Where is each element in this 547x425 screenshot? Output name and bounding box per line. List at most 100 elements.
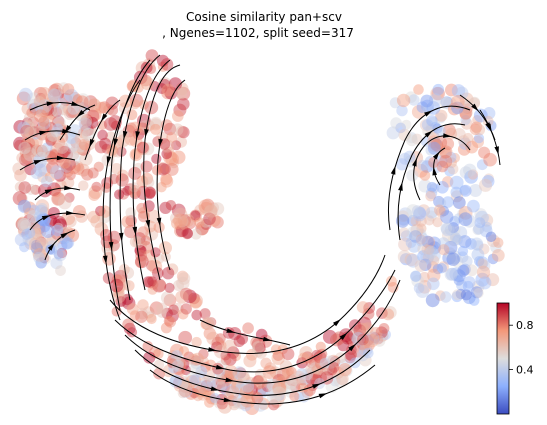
cell-point bbox=[198, 348, 209, 360]
cell-point bbox=[18, 87, 33, 102]
cell-point bbox=[163, 315, 175, 327]
cell-point bbox=[52, 116, 66, 130]
streamline bbox=[134, 349, 371, 396]
cell-point bbox=[126, 327, 138, 338]
cell-point bbox=[38, 116, 50, 127]
cell-point bbox=[167, 350, 179, 361]
cell-point bbox=[126, 303, 139, 315]
cell-point bbox=[241, 379, 255, 393]
cell-point bbox=[421, 244, 432, 255]
cell-point bbox=[216, 340, 227, 351]
cell-point bbox=[490, 241, 502, 254]
cell-point bbox=[109, 278, 124, 293]
cell-point bbox=[266, 378, 279, 391]
cell-point bbox=[289, 391, 300, 402]
cell-point bbox=[245, 376, 256, 387]
cell-point bbox=[165, 152, 179, 166]
cell-point bbox=[95, 101, 108, 114]
cell-point bbox=[357, 316, 372, 331]
cell-point bbox=[174, 220, 185, 231]
cell-point bbox=[190, 355, 202, 367]
cell-point bbox=[226, 395, 238, 406]
cell-point bbox=[416, 101, 429, 113]
cell-point bbox=[450, 232, 461, 243]
cell-point bbox=[413, 84, 424, 95]
cell-point bbox=[78, 117, 92, 131]
colorbar-gradient bbox=[496, 302, 510, 415]
cell-point bbox=[349, 328, 363, 343]
cell-point bbox=[435, 109, 448, 122]
cell-point bbox=[478, 276, 492, 290]
streamline bbox=[149, 364, 376, 405]
stream-arrowhead bbox=[424, 110, 433, 117]
cell-point bbox=[176, 357, 190, 371]
cell-point bbox=[113, 274, 126, 287]
cell-point bbox=[425, 144, 437, 156]
cell-point bbox=[147, 284, 158, 295]
cell-point bbox=[50, 106, 63, 118]
cell-point bbox=[39, 221, 51, 233]
cell-point bbox=[417, 250, 430, 263]
cell-point bbox=[413, 283, 425, 294]
cell-point bbox=[415, 215, 427, 227]
stream-arrowhead bbox=[44, 189, 54, 195]
cell-point bbox=[457, 245, 469, 257]
cell-point bbox=[337, 339, 350, 352]
stream-arrowhead bbox=[333, 319, 341, 327]
colorbar-tick-label: 0.4 bbox=[516, 364, 534, 377]
cell-point bbox=[240, 394, 254, 408]
cell-point bbox=[485, 120, 497, 132]
stream-arrowhead bbox=[118, 232, 124, 242]
stream-arrowhead bbox=[123, 130, 128, 140]
cell-point bbox=[203, 327, 216, 340]
cell-point bbox=[93, 161, 104, 172]
stream-arrowhead bbox=[494, 146, 499, 155]
cell-point bbox=[208, 202, 220, 213]
cell-point bbox=[31, 239, 42, 251]
cell-point bbox=[81, 127, 96, 142]
cell-point bbox=[290, 381, 301, 393]
cell-point bbox=[56, 247, 68, 259]
stream-arrowhead bbox=[62, 128, 71, 134]
cell-point bbox=[44, 130, 56, 142]
cell-point bbox=[270, 344, 282, 355]
cell-point bbox=[445, 83, 458, 97]
cell-point bbox=[17, 225, 30, 238]
cell-point bbox=[491, 249, 505, 262]
cell-point bbox=[52, 105, 65, 118]
cell-point bbox=[181, 213, 195, 227]
cell-point bbox=[301, 351, 314, 364]
cell-point bbox=[90, 214, 104, 228]
cell-point bbox=[425, 293, 440, 308]
cell-point bbox=[404, 253, 418, 267]
cell-point bbox=[364, 340, 375, 351]
cell-point bbox=[474, 256, 485, 267]
cell-point bbox=[305, 371, 319, 385]
cell-point bbox=[433, 195, 445, 208]
cell-point bbox=[199, 308, 211, 320]
cell-point bbox=[66, 152, 81, 166]
cell-point bbox=[205, 359, 217, 371]
cell-point bbox=[424, 156, 436, 167]
cell-point bbox=[419, 119, 432, 131]
cell-point bbox=[451, 101, 464, 115]
cell-point bbox=[274, 384, 286, 395]
cell-point bbox=[35, 236, 47, 248]
cell-point bbox=[123, 280, 135, 292]
cell-point bbox=[445, 151, 457, 164]
cell-point bbox=[136, 185, 151, 200]
cell-point bbox=[274, 381, 289, 395]
cell-point bbox=[33, 95, 45, 108]
cell-point bbox=[414, 163, 428, 178]
cell-point bbox=[171, 123, 184, 136]
cell-point bbox=[42, 114, 54, 125]
cell-point bbox=[143, 176, 155, 188]
cell-point bbox=[149, 116, 162, 129]
cell-point bbox=[70, 137, 82, 149]
cell-point bbox=[15, 218, 29, 231]
cell-point bbox=[160, 322, 172, 334]
cell-point bbox=[444, 247, 456, 259]
cell-point bbox=[34, 109, 48, 123]
stream-arrowhead bbox=[33, 160, 43, 165]
cell-point bbox=[463, 276, 476, 289]
